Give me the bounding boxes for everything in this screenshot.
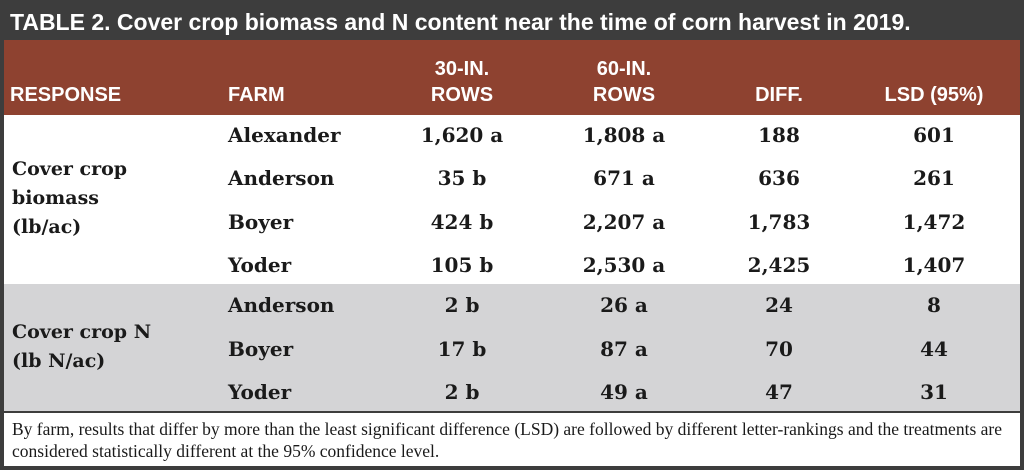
lsd-cell: 31 bbox=[920, 380, 948, 404]
lsd-cell: 1,472 bbox=[902, 210, 966, 234]
header-60in-line1: 60-IN. bbox=[596, 58, 652, 80]
table-title: TABLE 2. Cover crop biomass and N conten… bbox=[4, 4, 1020, 40]
header-lsd: LSD (95%) bbox=[884, 84, 984, 106]
header-30in-line2: ROWS bbox=[430, 84, 494, 106]
rows60-cell: 87 a bbox=[600, 337, 648, 361]
rows30-cell: 17 b bbox=[437, 337, 487, 361]
diff-cell: 24 bbox=[765, 293, 793, 317]
table-header-row: RESPONSE FARM 30-IN. ROWS 60-IN. ROWS DI… bbox=[4, 40, 1020, 115]
header-diff: DIFF. bbox=[755, 84, 803, 106]
lsd-cell: 44 bbox=[920, 337, 948, 361]
rows30-cell: 2 b bbox=[444, 293, 480, 317]
diff-cell: 636 bbox=[758, 166, 800, 190]
diff-cell: 47 bbox=[765, 380, 793, 404]
table-footnote: By farm, results that differ by more tha… bbox=[4, 411, 1020, 466]
rows30-cell: 105 b bbox=[430, 253, 494, 277]
lsd-cell: 8 bbox=[927, 293, 941, 317]
header-60in-rows: 60-IN. ROWS bbox=[554, 56, 694, 108]
diff-cell: 70 bbox=[765, 337, 793, 361]
farm-cell: Boyer bbox=[228, 210, 294, 234]
farm-cell: Alexander bbox=[228, 123, 341, 147]
rows30-cell: 1,620 a bbox=[420, 123, 504, 147]
diff-cell: 1,783 bbox=[747, 210, 811, 234]
response-label-biomass: Cover crop biomass (lb/ac) bbox=[12, 155, 127, 242]
response-line: (lb N/ac) bbox=[12, 350, 106, 372]
rows60-cell: 26 a bbox=[600, 293, 648, 317]
farm-cell: Yoder bbox=[228, 253, 292, 277]
farm-cell: Anderson bbox=[228, 293, 335, 317]
header-30in-rows: 30-IN. ROWS bbox=[392, 56, 532, 108]
rows30-cell: 35 b bbox=[437, 166, 487, 190]
header-30in-line1: 30-IN. bbox=[434, 58, 490, 80]
response-line: (lb/ac) bbox=[12, 216, 82, 238]
response-label-nitrogen: Cover crop N (lb N/ac) bbox=[12, 318, 151, 376]
diff-cell: 188 bbox=[758, 123, 800, 147]
farm-cell: Boyer bbox=[228, 337, 294, 361]
group-biomass: Cover crop biomass (lb/ac) Alexander 1,6… bbox=[4, 115, 1020, 284]
lsd-cell: 261 bbox=[913, 166, 955, 190]
farm-cell: Yoder bbox=[228, 380, 292, 404]
header-response: RESPONSE bbox=[10, 84, 122, 106]
rows60-cell: 1,808 a bbox=[582, 123, 666, 147]
rows60-cell: 671 a bbox=[593, 166, 655, 190]
rows60-cell: 2,530 a bbox=[582, 253, 666, 277]
rows30-cell: 2 b bbox=[444, 380, 480, 404]
response-line: biomass bbox=[12, 187, 99, 209]
lsd-cell: 1,407 bbox=[902, 253, 966, 277]
header-60in-line2: ROWS bbox=[592, 84, 656, 106]
response-line: Cover crop bbox=[12, 158, 128, 180]
group-nitrogen: Cover crop N (lb N/ac) Anderson 2 b 26 a… bbox=[4, 284, 1020, 411]
header-farm: FARM bbox=[228, 84, 285, 106]
response-line: Cover crop N bbox=[12, 321, 152, 343]
farm-cell: Anderson bbox=[228, 166, 335, 190]
rows30-cell: 424 b bbox=[430, 210, 494, 234]
diff-cell: 2,425 bbox=[747, 253, 811, 277]
rows60-cell: 49 a bbox=[600, 380, 648, 404]
lsd-cell: 601 bbox=[913, 123, 955, 147]
rows60-cell: 2,207 a bbox=[582, 210, 666, 234]
